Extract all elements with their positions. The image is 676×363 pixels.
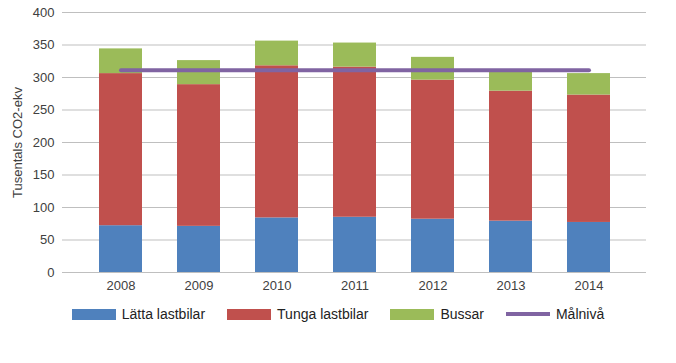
html-text:Målnivå: Målnivå [556,306,605,322]
svg-text:350: 350 [33,37,55,52]
svg-text:2013: 2013 [497,278,526,293]
svg-text:250: 250 [33,102,55,117]
svg-text:Tusentals CO2-ekv: Tusentals CO2-ekv [10,87,25,198]
svg-text:100: 100 [33,200,55,215]
svg-text:150: 150 [33,167,55,182]
svg-text:50: 50 [40,232,54,247]
svg-text:200: 200 [33,135,55,150]
svg-text:0: 0 [47,265,54,280]
html-text:Bussar: Bussar [440,306,484,322]
svg-text:400: 400 [33,5,55,20]
svg-text:2008: 2008 [107,278,136,293]
svg-text:2010: 2010 [263,278,292,293]
svg-text:2012: 2012 [419,278,448,293]
html-text:Tunga lastbilar: Tunga lastbilar [277,306,369,322]
svg-text:2009: 2009 [185,278,214,293]
html-text:Lätta lastbilar: Lätta lastbilar [121,306,206,322]
svg-text:2014: 2014 [575,278,604,293]
svg-text:2011: 2011 [341,278,369,293]
svg-text:300: 300 [33,70,55,85]
